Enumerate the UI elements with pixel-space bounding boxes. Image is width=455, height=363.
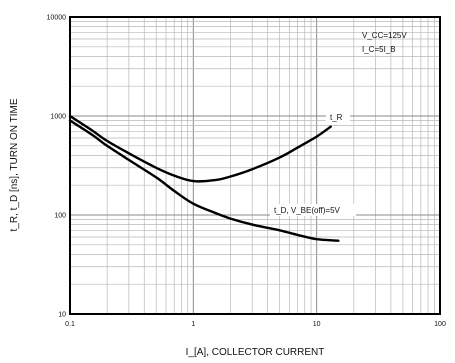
series-line-td (68, 119, 340, 242)
x-axis-label: I_[A], COLLECTOR CURRENT (186, 347, 325, 358)
label-background-tr (326, 112, 350, 123)
series-label-tr: t_R (330, 113, 343, 122)
tick-labels: 0.1 1 10 100 10 100 1000 10000 (47, 15, 446, 329)
annotation-ic: I_C=5I_B (362, 45, 396, 54)
label-background-td (270, 204, 356, 216)
series-label-td: t_D, V_BE(off)=5V (274, 206, 341, 215)
y-axis-label: t_R, t_D [ns], TURN ON TIME (9, 98, 20, 231)
grid-lines (69, 17, 440, 315)
y-tick-label: 100 (54, 213, 66, 220)
x-tick-label: 100 (434, 321, 446, 328)
series-curves (68, 114, 340, 242)
x-tick-label: 0.1 (65, 321, 75, 328)
plot-frame (69, 16, 441, 315)
x-tick-label: 10 (313, 321, 321, 328)
y-tick-label: 10 (58, 312, 66, 319)
annotation-vcc: V_CC=125V (362, 31, 407, 40)
x-tick-label: 1 (191, 321, 195, 328)
y-tick-label: 1000 (50, 114, 66, 121)
series-line-tr (68, 114, 332, 183)
y-tick-label: 10000 (47, 15, 67, 22)
